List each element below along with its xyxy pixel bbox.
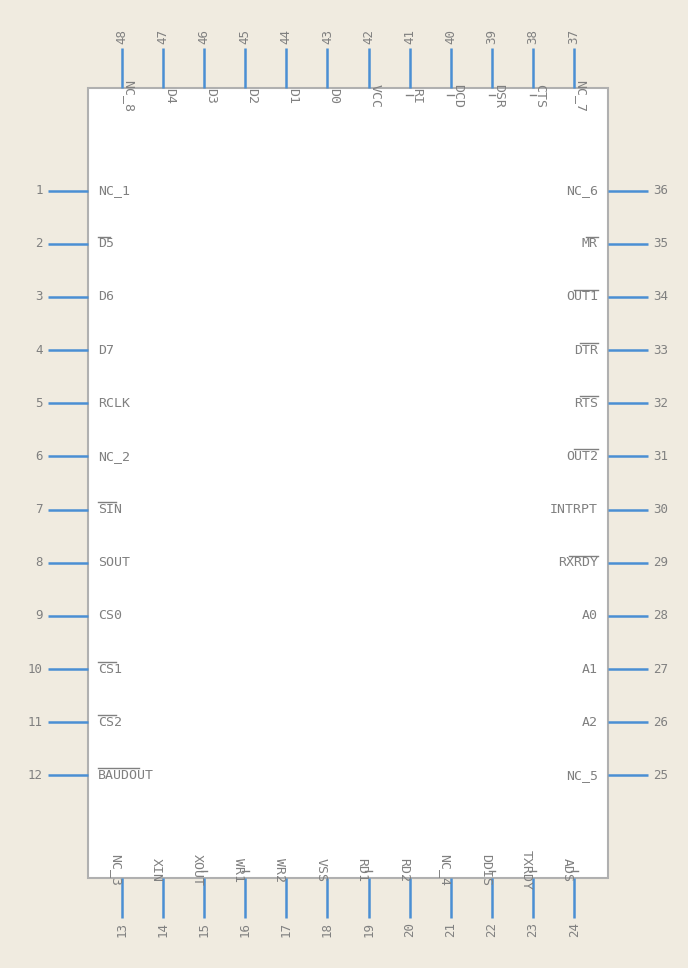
Text: D4: D4: [163, 88, 176, 104]
Text: 47: 47: [156, 29, 169, 44]
Text: 29: 29: [653, 557, 668, 569]
Text: A0: A0: [582, 610, 598, 622]
Text: A2: A2: [582, 715, 598, 729]
Text: 27: 27: [653, 662, 668, 676]
Text: 22: 22: [486, 922, 498, 937]
Text: 21: 21: [444, 922, 458, 937]
Text: 43: 43: [321, 29, 334, 44]
Text: 3: 3: [36, 290, 43, 304]
Text: A1: A1: [582, 662, 598, 676]
Text: 48: 48: [116, 29, 128, 44]
Text: D6: D6: [98, 290, 114, 304]
Text: VSS: VSS: [314, 858, 327, 882]
Text: NC_6: NC_6: [566, 184, 598, 197]
Text: ADS: ADS: [561, 858, 574, 882]
Text: 39: 39: [486, 29, 498, 44]
Text: BAUDOUT: BAUDOUT: [98, 769, 154, 782]
Text: 28: 28: [653, 610, 668, 622]
Text: DSR: DSR: [492, 84, 505, 108]
Text: CS0: CS0: [98, 610, 122, 622]
Text: NC_2: NC_2: [98, 450, 130, 463]
Text: 6: 6: [36, 450, 43, 463]
Text: 8: 8: [36, 557, 43, 569]
Text: 4: 4: [36, 344, 43, 356]
Text: NC_8: NC_8: [122, 80, 135, 112]
Text: WR2: WR2: [273, 858, 286, 882]
Text: 10: 10: [28, 662, 43, 676]
Text: 19: 19: [362, 922, 375, 937]
Text: 44: 44: [280, 29, 293, 44]
Text: RI: RI: [409, 88, 422, 104]
Text: 38: 38: [526, 29, 539, 44]
Text: RTS: RTS: [574, 397, 598, 409]
Text: RD2: RD2: [397, 858, 409, 882]
Text: RCLK: RCLK: [98, 397, 130, 409]
Text: RXRDY: RXRDY: [558, 557, 598, 569]
Text: 20: 20: [403, 922, 416, 937]
Text: INTRPT: INTRPT: [550, 503, 598, 516]
Text: 15: 15: [197, 922, 211, 937]
Text: 45: 45: [239, 29, 252, 44]
Text: NC_3: NC_3: [109, 854, 122, 886]
Text: 41: 41: [403, 29, 416, 44]
Text: 7: 7: [36, 503, 43, 516]
Text: NC_5: NC_5: [566, 769, 598, 782]
Text: NC_7: NC_7: [574, 80, 587, 112]
Text: 31: 31: [653, 450, 668, 463]
Text: D1: D1: [286, 88, 299, 104]
Text: RD1: RD1: [356, 858, 369, 882]
Text: 14: 14: [156, 922, 169, 937]
Text: TXRDY: TXRDY: [520, 850, 533, 890]
Text: OUT2: OUT2: [566, 450, 598, 463]
Text: 26: 26: [653, 715, 668, 729]
Text: 1: 1: [36, 184, 43, 197]
Text: CTS: CTS: [533, 84, 546, 108]
Text: DDIS: DDIS: [479, 854, 492, 886]
Bar: [88, 88, 608, 878]
Text: 11: 11: [28, 715, 43, 729]
Text: 32: 32: [653, 397, 668, 409]
Text: D5: D5: [98, 237, 114, 251]
Text: OUT1: OUT1: [566, 290, 598, 304]
Text: 42: 42: [362, 29, 375, 44]
Text: 9: 9: [36, 610, 43, 622]
Text: 25: 25: [653, 769, 668, 782]
Text: NC_1: NC_1: [98, 184, 130, 197]
Text: 16: 16: [239, 922, 252, 937]
Text: 5: 5: [36, 397, 43, 409]
Text: D7: D7: [98, 344, 114, 356]
Text: 35: 35: [653, 237, 668, 251]
Text: 34: 34: [653, 290, 668, 304]
Text: 23: 23: [526, 922, 539, 937]
Text: 40: 40: [444, 29, 458, 44]
Text: DCD: DCD: [451, 84, 464, 108]
Text: 36: 36: [653, 184, 668, 197]
Text: 33: 33: [653, 344, 668, 356]
Text: XOUT: XOUT: [191, 854, 204, 886]
Text: 2: 2: [36, 237, 43, 251]
Text: VCC: VCC: [369, 84, 382, 108]
Text: 13: 13: [116, 922, 128, 937]
Text: SOUT: SOUT: [98, 557, 130, 569]
Text: 30: 30: [653, 503, 668, 516]
Text: WR1: WR1: [232, 858, 245, 882]
Text: CS1: CS1: [98, 662, 122, 676]
Text: XIN: XIN: [150, 858, 163, 882]
Text: CS2: CS2: [98, 715, 122, 729]
Text: D3: D3: [204, 88, 217, 104]
Text: 24: 24: [568, 922, 581, 937]
Text: 17: 17: [280, 922, 293, 937]
Text: D2: D2: [245, 88, 258, 104]
Text: 37: 37: [568, 29, 581, 44]
Text: SIN: SIN: [98, 503, 122, 516]
Text: 18: 18: [321, 922, 334, 937]
Text: DTR: DTR: [574, 344, 598, 356]
Text: 12: 12: [28, 769, 43, 782]
Text: 46: 46: [197, 29, 211, 44]
Text: MR: MR: [582, 237, 598, 251]
Text: D0: D0: [327, 88, 341, 104]
Text: NC_4: NC_4: [438, 854, 451, 886]
